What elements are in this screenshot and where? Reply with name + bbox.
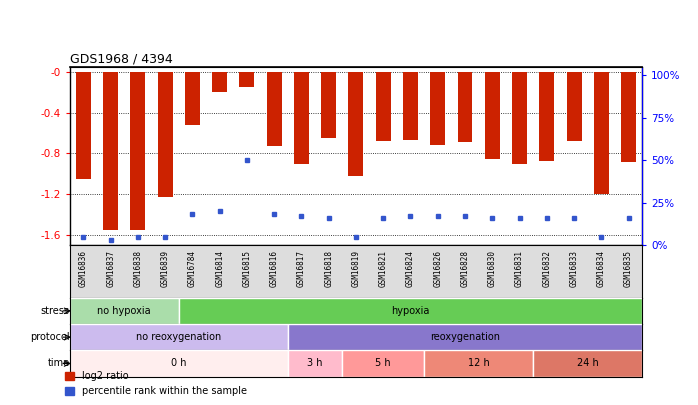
Text: GSM16818: GSM16818 — [325, 250, 333, 287]
Text: GSM16821: GSM16821 — [379, 250, 387, 287]
Bar — [131, 72, 145, 230]
Text: GSM16816: GSM16816 — [269, 250, 279, 287]
Text: GSM16831: GSM16831 — [515, 250, 524, 287]
Bar — [567, 72, 581, 141]
Text: GSM16837: GSM16837 — [106, 250, 115, 287]
Text: GDS1968 / 4394: GDS1968 / 4394 — [70, 53, 172, 66]
Bar — [348, 72, 364, 176]
Text: GSM16835: GSM16835 — [624, 250, 633, 287]
Text: GSM16828: GSM16828 — [461, 250, 470, 287]
Bar — [512, 72, 527, 164]
Bar — [70, 298, 179, 324]
Bar — [212, 72, 227, 92]
Bar — [158, 72, 172, 197]
Text: hypoxia: hypoxia — [392, 306, 430, 316]
Bar — [103, 72, 118, 230]
Text: GSM16830: GSM16830 — [488, 250, 497, 287]
Text: no hypoxia: no hypoxia — [98, 306, 151, 316]
Bar — [457, 72, 473, 142]
Text: GSM16833: GSM16833 — [570, 250, 579, 287]
Text: GSM16826: GSM16826 — [433, 250, 443, 287]
Bar — [424, 350, 533, 377]
Bar — [70, 324, 288, 350]
Text: 0 h: 0 h — [171, 358, 186, 369]
Bar — [403, 72, 418, 140]
Bar — [185, 72, 200, 125]
Text: GSM16824: GSM16824 — [406, 250, 415, 287]
Bar — [376, 72, 391, 141]
Bar — [179, 298, 642, 324]
Bar — [288, 324, 642, 350]
Bar — [267, 72, 282, 146]
Bar — [321, 72, 336, 138]
Text: GSM16834: GSM16834 — [597, 250, 606, 287]
Text: 24 h: 24 h — [577, 358, 598, 369]
Text: GSM16784: GSM16784 — [188, 250, 197, 287]
Text: 3 h: 3 h — [307, 358, 323, 369]
Text: protocol: protocol — [30, 332, 70, 342]
Bar — [70, 350, 288, 377]
Text: stress: stress — [40, 306, 70, 316]
Text: 5 h: 5 h — [376, 358, 391, 369]
Text: no reoxygenation: no reoxygenation — [136, 332, 221, 342]
Text: GSM16839: GSM16839 — [161, 250, 170, 287]
Text: time: time — [47, 358, 70, 369]
Text: GSM16819: GSM16819 — [352, 250, 360, 287]
Bar — [430, 72, 445, 145]
Text: GSM16838: GSM16838 — [133, 250, 142, 287]
Text: GSM16817: GSM16817 — [297, 250, 306, 287]
Bar — [76, 72, 91, 179]
Bar — [484, 72, 500, 160]
Bar — [533, 350, 642, 377]
Text: GSM16815: GSM16815 — [242, 250, 251, 287]
Text: GSM16832: GSM16832 — [542, 250, 551, 287]
Text: 12 h: 12 h — [468, 358, 489, 369]
Bar — [621, 72, 636, 162]
Legend: log2 ratio, percentile rank within the sample: log2 ratio, percentile rank within the s… — [61, 367, 251, 400]
Text: GSM16814: GSM16814 — [215, 250, 224, 287]
Bar — [288, 350, 342, 377]
Bar — [294, 72, 309, 164]
Text: reoxygenation: reoxygenation — [430, 332, 500, 342]
Bar — [594, 72, 609, 194]
Bar — [540, 72, 554, 160]
Bar — [239, 72, 255, 87]
Bar — [342, 350, 424, 377]
Text: GSM16836: GSM16836 — [79, 250, 88, 287]
